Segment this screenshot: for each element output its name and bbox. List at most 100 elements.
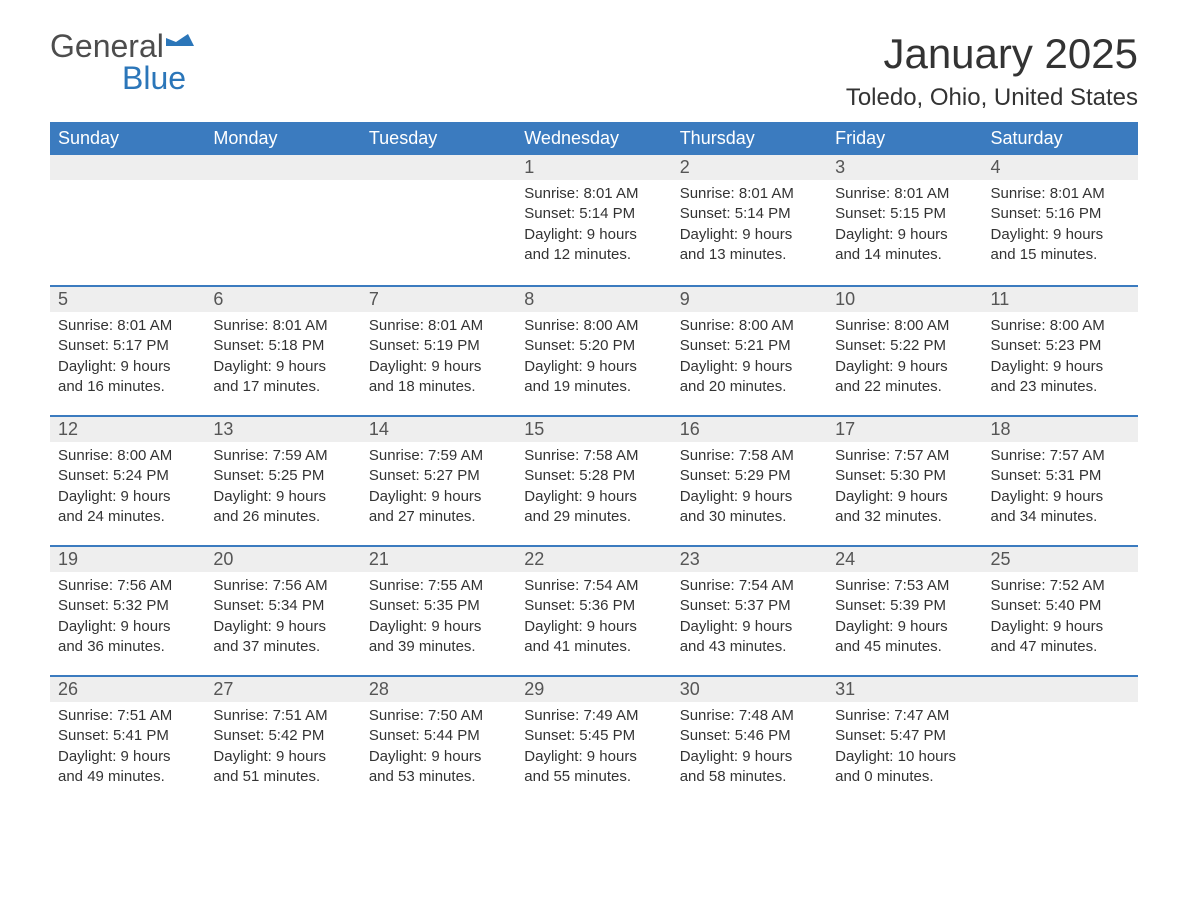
day-sunrise: Sunrise: 7:53 AM xyxy=(835,576,974,596)
day-daylight2: and 45 minutes. xyxy=(835,637,974,657)
day-detail: Sunrise: 7:57 AMSunset: 5:31 PMDaylight:… xyxy=(983,442,1138,539)
day-sunset: Sunset: 5:31 PM xyxy=(991,466,1130,486)
day-sunrise: Sunrise: 7:55 AM xyxy=(369,576,508,596)
day-sunset: Sunset: 5:47 PM xyxy=(835,726,974,746)
calendar-day-cell: 27 Sunrise: 7:51 AMSunset: 5:42 PMDayligh… xyxy=(205,675,360,805)
day-sunset: Sunset: 5:45 PM xyxy=(524,726,663,746)
day-sunrise: Sunrise: 8:00 AM xyxy=(835,316,974,336)
day-detail: Sunrise: 7:59 AMSunset: 5:25 PMDaylight:… xyxy=(205,442,360,539)
day-daylight1: Daylight: 9 hours xyxy=(213,747,352,767)
calendar-day-cell: 13Sunrise: 7:59 AMSunset: 5:25 PMDayligh… xyxy=(205,415,360,545)
day-sunrise: Sunrise: 7:51 AM xyxy=(213,706,352,726)
day-detail: Sunrise: 7:58 AMSunset: 5:29 PMDaylight:… xyxy=(672,442,827,539)
day-detail: Sunrise: 7:56 AMSunset: 5:32 PMDaylight:… xyxy=(50,572,205,669)
day-number: 11 xyxy=(983,285,1138,312)
day-daylight2: and 26 minutes. xyxy=(213,507,352,527)
day-number: 4 xyxy=(983,155,1138,180)
day-number: 28 xyxy=(361,675,516,702)
day-sunset: Sunset: 5:20 PM xyxy=(524,336,663,356)
calendar-day-cell: 4Sunrise: 8:01 AMSunset: 5:16 PMDaylight… xyxy=(983,155,1138,285)
day-sunrise: Sunrise: 7:54 AM xyxy=(524,576,663,596)
day-daylight1: Daylight: 9 hours xyxy=(680,747,819,767)
day-sunrise: Sunrise: 8:01 AM xyxy=(524,184,663,204)
day-sunset: Sunset: 5:46 PM xyxy=(680,726,819,746)
day-number: 13 xyxy=(205,415,360,442)
day-number: 27 xyxy=(205,675,360,702)
day-sunset: Sunset: 5:21 PM xyxy=(680,336,819,356)
day-detail: Sunrise: 7:51 AMSunset: 5:41 PMDaylight:… xyxy=(50,702,205,799)
day-daylight1: Daylight: 9 hours xyxy=(369,357,508,377)
day-daylight1: Daylight: 9 hours xyxy=(524,357,663,377)
day-daylight2: and 17 minutes. xyxy=(213,377,352,397)
day-daylight2: and 32 minutes. xyxy=(835,507,974,527)
calendar-day-cell: 9Sunrise: 8:00 AMSunset: 5:21 PMDaylight… xyxy=(672,285,827,415)
day-sunrise: Sunrise: 8:00 AM xyxy=(680,316,819,336)
day-daylight2: and 58 minutes. xyxy=(680,767,819,787)
day-daylight1: Daylight: 9 hours xyxy=(58,747,197,767)
day-detail: Sunrise: 7:48 AMSunset: 5:46 PMDaylight:… xyxy=(672,702,827,799)
day-daylight1: Daylight: 9 hours xyxy=(369,617,508,637)
day-number: 22 xyxy=(516,545,671,572)
calendar-week-row: 1Sunrise: 8:01 AMSunset: 5:14 PMDaylight… xyxy=(50,155,1138,285)
day-sunset: Sunset: 5:37 PM xyxy=(680,596,819,616)
calendar-day-cell xyxy=(361,155,516,285)
day-sunset: Sunset: 5:22 PM xyxy=(835,336,974,356)
day-sunrise: Sunrise: 7:57 AM xyxy=(835,446,974,466)
day-sunrise: Sunrise: 7:59 AM xyxy=(369,446,508,466)
day-number: 31 xyxy=(827,675,982,702)
calendar-day-cell: 21Sunrise: 7:55 AMSunset: 5:35 PMDayligh… xyxy=(361,545,516,675)
day-sunset: Sunset: 5:28 PM xyxy=(524,466,663,486)
day-daylight1: Daylight: 9 hours xyxy=(991,617,1130,637)
title-block: January 2025 Toledo, Ohio, United States xyxy=(846,30,1138,112)
day-daylight2: and 37 minutes. xyxy=(213,637,352,657)
calendar-day-cell: 15Sunrise: 7:58 AMSunset: 5:28 PMDayligh… xyxy=(516,415,671,545)
day-sunset: Sunset: 5:14 PM xyxy=(524,204,663,224)
day-sunrise: Sunrise: 7:58 AM xyxy=(524,446,663,466)
day-daylight1: Daylight: 9 hours xyxy=(835,617,974,637)
day-sunset: Sunset: 5:40 PM xyxy=(991,596,1130,616)
day-number: 9 xyxy=(672,285,827,312)
day-detail: Sunrise: 7:55 AMSunset: 5:35 PMDaylight:… xyxy=(361,572,516,669)
day-sunrise: Sunrise: 7:50 AM xyxy=(369,706,508,726)
calendar-day-cell: 28Sunrise: 7:50 AMSunset: 5:44 PMDayligh… xyxy=(361,675,516,805)
day-number: 23 xyxy=(672,545,827,572)
day-daylight2: and 51 minutes. xyxy=(213,767,352,787)
day-sunset: Sunset: 5:42 PM xyxy=(213,726,352,746)
day-number xyxy=(50,155,205,180)
day-sunrise: Sunrise: 8:00 AM xyxy=(524,316,663,336)
day-sunset: Sunset: 5:23 PM xyxy=(991,336,1130,356)
day-detail: Sunrise: 7:54 AMSunset: 5:36 PMDaylight:… xyxy=(516,572,671,669)
calendar-week-row: 26Sunrise: 7:51 AMSunset: 5:41 PMDayligh… xyxy=(50,675,1138,805)
calendar-day-cell: 7Sunrise: 8:01 AMSunset: 5:19 PMDaylight… xyxy=(361,285,516,415)
day-daylight1: Daylight: 9 hours xyxy=(680,487,819,507)
day-daylight2: and 36 minutes. xyxy=(58,637,197,657)
day-daylight2: and 18 minutes. xyxy=(369,377,508,397)
day-sunset: Sunset: 5:16 PM xyxy=(991,204,1130,224)
day-daylight1: Daylight: 9 hours xyxy=(991,357,1130,377)
day-detail: Sunrise: 8:01 AMSunset: 5:15 PMDaylight:… xyxy=(827,180,982,277)
day-number: 16 xyxy=(672,415,827,442)
day-sunset: Sunset: 5:14 PM xyxy=(680,204,819,224)
day-daylight2: and 14 minutes. xyxy=(835,245,974,265)
header-thursday: Thursday xyxy=(672,122,827,155)
day-number: 1 xyxy=(516,155,671,180)
day-detail: Sunrise: 8:00 AMSunset: 5:24 PMDaylight:… xyxy=(50,442,205,539)
calendar-day-cell: 29Sunrise: 7:49 AMSunset: 5:45 PMDayligh… xyxy=(516,675,671,805)
day-number xyxy=(983,675,1138,702)
day-sunrise: Sunrise: 8:01 AM xyxy=(213,316,352,336)
day-detail: Sunrise: 8:01 AMSunset: 5:17 PMDaylight:… xyxy=(50,312,205,409)
calendar-day-cell: 2Sunrise: 8:01 AMSunset: 5:14 PMDaylight… xyxy=(672,155,827,285)
day-number: 7 xyxy=(361,285,516,312)
day-daylight2: and 53 minutes. xyxy=(369,767,508,787)
day-detail: Sunrise: 8:01 AMSunset: 5:14 PMDaylight:… xyxy=(672,180,827,277)
calendar-day-cell: 6Sunrise: 8:01 AMSunset: 5:18 PMDaylight… xyxy=(205,285,360,415)
day-daylight2: and 47 minutes. xyxy=(991,637,1130,657)
day-daylight1: Daylight: 9 hours xyxy=(213,617,352,637)
day-number: 20 xyxy=(205,545,360,572)
day-number xyxy=(205,155,360,180)
day-number: 15 xyxy=(516,415,671,442)
day-number: 6 xyxy=(205,285,360,312)
day-daylight1: Daylight: 9 hours xyxy=(835,225,974,245)
logo-flag-icon xyxy=(166,30,200,55)
header-saturday: Saturday xyxy=(983,122,1138,155)
